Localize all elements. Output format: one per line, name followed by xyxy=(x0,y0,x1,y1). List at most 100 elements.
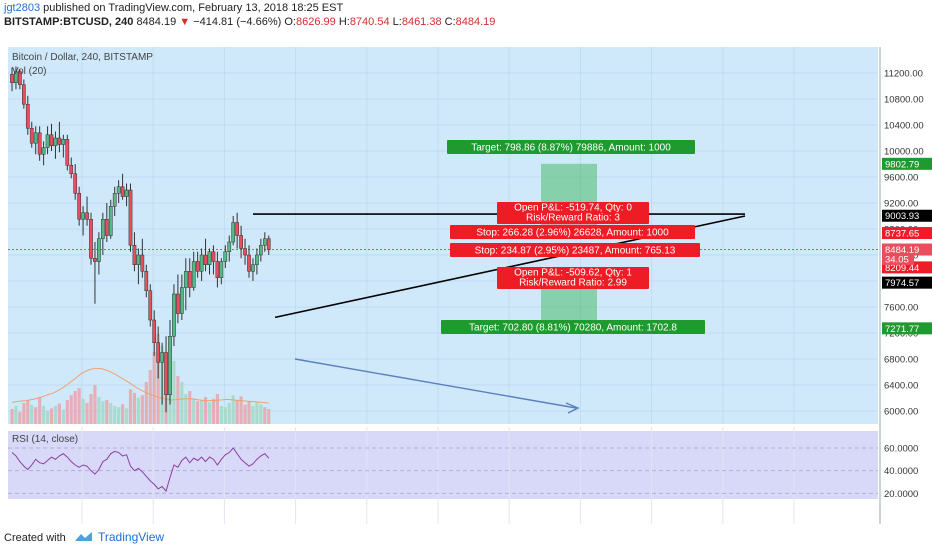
price-marker-label: 7974.57 xyxy=(885,278,919,289)
close-value: 8484.19 xyxy=(455,16,496,28)
volume-bar xyxy=(30,404,34,424)
footer: Created with TradingView xyxy=(0,526,932,550)
candle-body xyxy=(108,206,113,236)
volume-bar xyxy=(156,334,160,424)
candle-body xyxy=(93,258,97,262)
volume-bar xyxy=(77,388,81,424)
upper-risk-reward-label: Risk/Reward Ratio: 3 xyxy=(526,213,620,224)
volume-bar xyxy=(227,403,231,424)
volume-legend: Vol (20) xyxy=(12,66,46,77)
volume-bar xyxy=(109,403,113,424)
candle-body xyxy=(73,173,78,194)
high-value: 8740.54 xyxy=(349,16,390,28)
candle-body xyxy=(69,165,74,175)
candle-body xyxy=(65,139,70,166)
upper-target-label: Target: 798.86 (8.87%) 79886, Amount: 10… xyxy=(471,143,671,154)
candle-body xyxy=(61,139,66,145)
volume-bar xyxy=(203,397,208,424)
volume-bar xyxy=(14,406,18,424)
price-marker-box xyxy=(882,227,932,240)
volume-bar xyxy=(148,370,152,424)
candle-body xyxy=(215,261,220,278)
published-text: published on TradingView.com, February 1… xyxy=(43,2,344,14)
upper-risk-reward-label-box xyxy=(497,212,649,224)
upper-stop-label: Stop: 266.28 (2.96%) 26628, Amount: 1000 xyxy=(476,228,669,239)
tradingview-logo-icon xyxy=(75,532,92,541)
candle-body xyxy=(168,336,172,395)
upper-open-pnl-label: Open P&L: -519.74, Qty: 0 xyxy=(514,203,632,214)
candle-body xyxy=(262,238,267,246)
symbol-line: BITSTAMP:BTCUSD, 240 8484.19 ▼ −414.81 (… xyxy=(4,16,495,28)
lower-target-label: Target: 702.80 (8.81%) 70280, Amount: 17… xyxy=(469,323,677,334)
volume-bar xyxy=(184,394,188,424)
candle-body xyxy=(148,290,153,321)
volume-bar xyxy=(85,403,89,424)
price-tick-label: 10800.00 xyxy=(884,95,924,106)
rsi-value-marker-label: 34.05 xyxy=(885,254,909,265)
volume-bar xyxy=(140,395,144,424)
price-axis[interactable]: 11200.00 10800.00 10400.00 10000.00 9600.00 9… xyxy=(879,47,932,524)
candle-body xyxy=(136,254,141,265)
volume-bar xyxy=(97,397,101,424)
candle-body xyxy=(195,261,200,272)
candle-body xyxy=(53,137,58,147)
candle-body xyxy=(144,271,149,291)
candle-body xyxy=(112,193,117,207)
candle-body xyxy=(191,261,196,288)
candle-body xyxy=(116,186,121,194)
candle-body xyxy=(255,254,259,265)
upper-stop-label-box xyxy=(450,225,695,239)
candle-body xyxy=(29,128,34,144)
candle-body xyxy=(57,137,62,145)
candle-body xyxy=(25,103,30,129)
candle-body xyxy=(152,319,157,343)
candle-body xyxy=(183,271,188,288)
volume-bar xyxy=(45,410,50,424)
volume-bar xyxy=(200,400,204,424)
volume-bar xyxy=(34,407,38,424)
tradingview-brand-name: TradingView xyxy=(98,530,165,544)
position-labels: Target: 798.86 (8.87%) 79886, Amount: 10… xyxy=(441,140,705,334)
rsi-indicator xyxy=(11,447,270,493)
volume-bar xyxy=(192,398,196,424)
candle-body xyxy=(176,293,180,314)
volume-bar xyxy=(196,401,200,424)
volume-bar xyxy=(235,400,239,424)
candle-body xyxy=(81,212,85,220)
candle-body xyxy=(14,71,18,84)
lower-risk-reward-label-box xyxy=(497,277,649,289)
candle-body xyxy=(49,134,54,147)
volume-bar xyxy=(152,352,156,424)
tradingview-brand[interactable]: TradingView xyxy=(74,530,164,544)
candle-body xyxy=(259,245,263,256)
upper-open-pnl-label-box xyxy=(497,202,649,214)
rsi-tick-label: 60.0000 xyxy=(884,444,918,455)
volume-bar xyxy=(26,400,30,424)
candle-body xyxy=(223,251,228,262)
candle-body xyxy=(211,251,216,262)
candle-body xyxy=(207,251,212,265)
price-marker-label: 9802.79 xyxy=(885,159,919,170)
publisher-user-link[interactable]: jgt2803 xyxy=(4,2,41,14)
volume-bar xyxy=(247,401,251,424)
price-marker-label: 7271.77 xyxy=(885,324,919,335)
price-marker-box xyxy=(882,209,932,222)
volume-bar xyxy=(267,409,271,424)
chart-title: Bitcoin / Dollar, 240, BITSTAMP xyxy=(12,52,153,63)
change-down-icon: ▼ xyxy=(179,16,191,28)
candle-body xyxy=(120,186,125,197)
candle-body xyxy=(164,352,168,395)
price-tick-label: 11200.00 xyxy=(884,69,923,80)
price-tick-label: 6000.00 xyxy=(884,407,918,418)
price-chart[interactable]: Target: 798.86 (8.87%) 79886, Amount: 10… xyxy=(0,30,932,550)
rsi-band xyxy=(8,431,878,499)
symbol-name[interactable]: BITSTAMP:BTCUSD, 240 xyxy=(4,16,134,28)
price-marker-box xyxy=(882,322,932,335)
volume-bar xyxy=(215,394,219,424)
lower-open-pnl-label: Open P&L: -509.62, Qty: 1 xyxy=(514,268,632,279)
volume-bar xyxy=(18,412,22,424)
volume-bar xyxy=(22,403,26,424)
lower-open-pnl-label-box xyxy=(497,267,649,279)
candle-body xyxy=(10,74,14,83)
candle-body xyxy=(140,254,145,272)
